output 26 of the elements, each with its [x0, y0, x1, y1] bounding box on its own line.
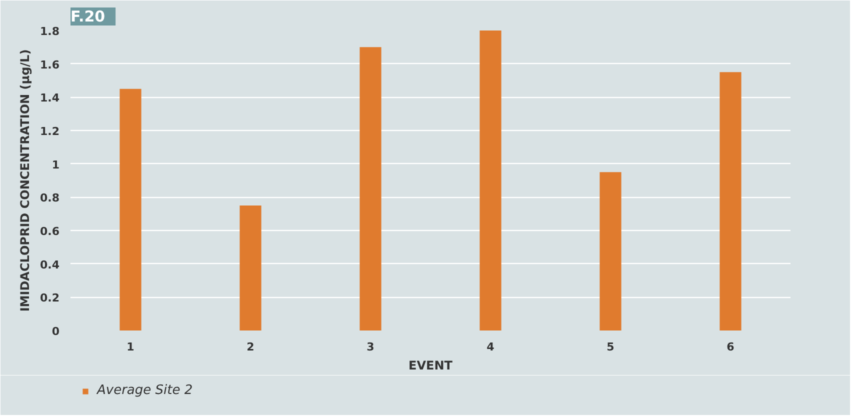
bar [480, 30, 502, 330]
legend-label: Average Site 2 [97, 383, 193, 398]
x-tick-label: 4 [486, 340, 495, 354]
y-tick-label: 1.2 [40, 125, 60, 138]
y-tick-label: 0.8 [40, 192, 60, 205]
y-tick-label: 1.6 [40, 58, 60, 72]
y-tick-label: 0 [52, 325, 60, 338]
y-axis-title: IMIDACLOPRID CONCENTRATION (µg/L) [18, 49, 32, 312]
x-tick-label: 2 [246, 340, 254, 354]
y-tick-label: 1 [52, 158, 60, 172]
x-tick-label: 1 [126, 340, 134, 354]
y-tick-label: 1.4 [40, 92, 60, 105]
x-tick-label: 6 [726, 340, 735, 354]
y-tick-label: 0.2 [40, 292, 60, 305]
y-tick-label: 1.8 [40, 25, 60, 38]
x-tick-label: 3 [366, 340, 374, 354]
bar [720, 72, 742, 330]
bar [360, 47, 382, 330]
bar [120, 88, 142, 330]
bar [240, 206, 262, 330]
y-tick-label: 0.6 [40, 225, 60, 238]
chart-title: F.20 [70, 8, 106, 26]
y-tick-label: 0.4 [40, 258, 60, 272]
x-axis-title: EVENT [408, 358, 454, 372]
x-tick-label: 5 [606, 340, 614, 354]
bar [600, 172, 622, 330]
